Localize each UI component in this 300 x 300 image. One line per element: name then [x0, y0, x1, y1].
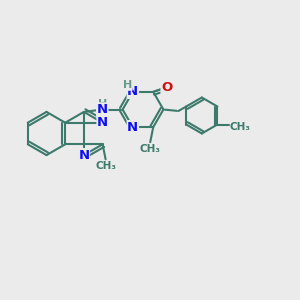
Text: N: N: [127, 121, 138, 134]
Text: N: N: [97, 116, 108, 129]
Text: H: H: [123, 80, 132, 90]
Text: N: N: [97, 103, 108, 116]
Text: H: H: [98, 99, 107, 109]
Text: CH₃: CH₃: [95, 161, 116, 171]
Text: N: N: [78, 148, 89, 162]
Text: CH₃: CH₃: [230, 122, 250, 133]
Text: O: O: [161, 81, 172, 94]
Text: N: N: [127, 85, 138, 98]
Text: CH₃: CH₃: [140, 144, 161, 154]
